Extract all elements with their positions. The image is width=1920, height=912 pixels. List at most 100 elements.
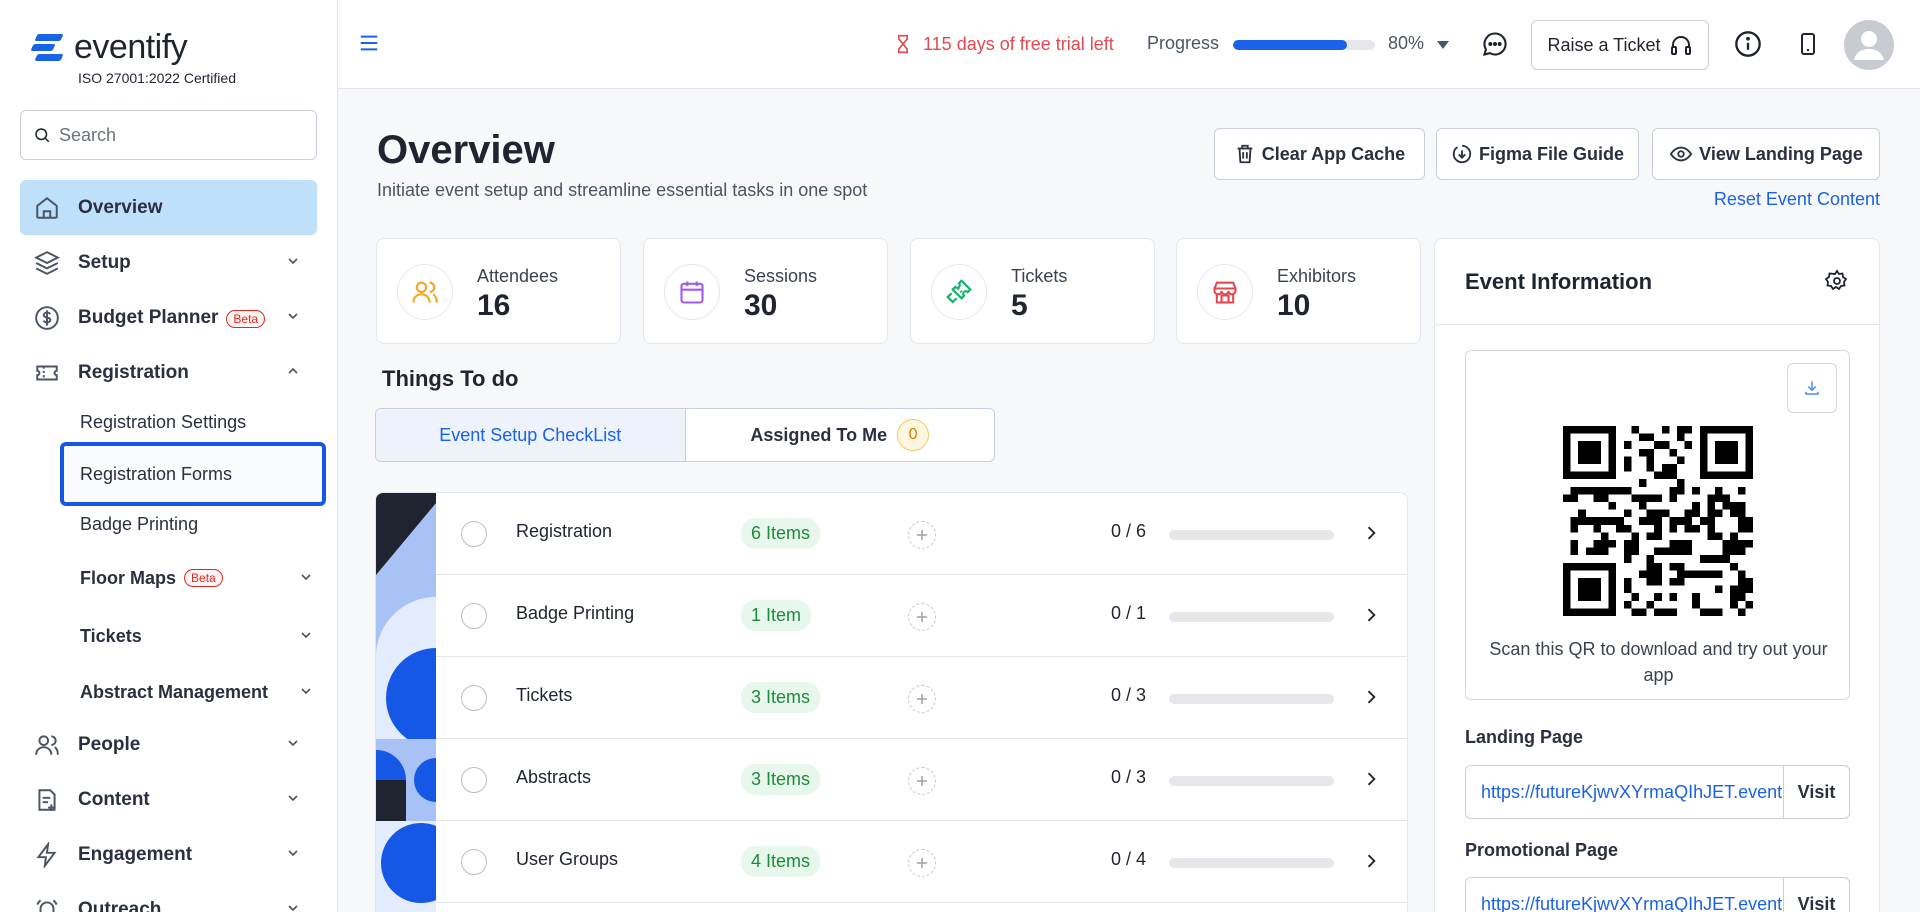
- checkbox-circle[interactable]: [461, 685, 487, 711]
- stat-card-exhibitors[interactable]: Exhibitors 10: [1176, 238, 1421, 344]
- divider: [1435, 324, 1879, 325]
- sidebar-item-overview[interactable]: Overview: [20, 180, 317, 235]
- caret-down-icon[interactable]: [1436, 40, 1450, 50]
- tab-event-setup-checklist[interactable]: Event Setup CheckList: [376, 409, 686, 461]
- chevron-right-icon[interactable]: [1361, 523, 1381, 543]
- chevron-right-icon[interactable]: [1361, 605, 1381, 625]
- sidebar-item-budget-planner[interactable]: Budget Planner Beta: [20, 290, 317, 345]
- items-badge: 4 Items: [741, 846, 821, 877]
- download-qr-button[interactable]: [1787, 363, 1837, 413]
- item-progress-bar: [1169, 776, 1334, 786]
- qr-code-image: [1563, 426, 1753, 616]
- download-icon: [1805, 381, 1819, 395]
- checklist-item-name: Tickets: [516, 685, 573, 705]
- assigned-count-badge: 0: [897, 419, 930, 451]
- stat-value: 30: [744, 289, 778, 322]
- download-circle-icon: [1452, 144, 1472, 164]
- landing-page-url[interactable]: https://futureKjwvXYrmaQIhJET.eventify.i…: [1481, 781, 1783, 802]
- sidebar-item-outreach[interactable]: Outreach: [20, 882, 317, 912]
- menu-icon[interactable]: [358, 32, 380, 54]
- promotional-page-url[interactable]: https://futureKjwvXYrmaQIhJET.eventify.i…: [1481, 893, 1783, 912]
- layers-icon: [32, 248, 62, 278]
- sidebar-subitem-registration-forms[interactable]: Registration Forms: [60, 442, 326, 506]
- add-assignee-icon[interactable]: [908, 521, 936, 549]
- checklist-row-tickets[interactable]: Tickets 3 Items 0 / 3: [436, 657, 1407, 739]
- stat-card-attendees[interactable]: Attendees 16: [376, 238, 621, 344]
- search-box[interactable]: [20, 110, 317, 160]
- brand-logo[interactable]: eventify: [30, 28, 188, 67]
- add-assignee-icon[interactable]: [908, 685, 936, 713]
- chevron-right-icon[interactable]: [1361, 687, 1381, 707]
- search-input[interactable]: [59, 124, 299, 146]
- checkbox-circle[interactable]: [461, 767, 487, 793]
- eye-icon: [1670, 146, 1693, 162]
- beta-badge: Beta: [184, 569, 223, 587]
- sidebar-item-label: Abstract Management: [80, 681, 269, 702]
- sidebar-subitem-abstract-management[interactable]: Abstract Management: [60, 667, 326, 717]
- checklist-row-badge-printing[interactable]: Badge Printing 1 Item 0 / 1: [436, 575, 1407, 657]
- gear-icon[interactable]: [1825, 269, 1849, 293]
- add-assignee-icon[interactable]: [908, 849, 936, 877]
- qr-card: Scan this QR to download and try out you…: [1465, 350, 1850, 700]
- chevron-right-icon[interactable]: [1361, 851, 1381, 871]
- mobile-icon[interactable]: [1796, 30, 1820, 58]
- sidebar-item-content[interactable]: Content: [20, 772, 317, 827]
- chevron-down-icon: [301, 632, 311, 639]
- checklist-item-name: User Groups: [516, 849, 619, 869]
- dollar-icon: [32, 303, 62, 333]
- add-assignee-icon[interactable]: [908, 603, 936, 631]
- reset-event-content-link[interactable]: Reset Event Content: [1713, 189, 1880, 209]
- ticket-outline-icon: [32, 358, 62, 388]
- checklist-row-user-groups[interactable]: User Groups 4 Items 0 / 4: [436, 821, 1407, 903]
- chevron-right-icon[interactable]: [1361, 769, 1381, 789]
- tab-label: Assigned To Me: [750, 424, 888, 445]
- item-progress-bar: [1169, 612, 1334, 622]
- visit-promotional-button[interactable]: Visit: [1783, 878, 1849, 912]
- sidebar-item-label: Setup: [78, 251, 131, 273]
- raise-ticket-button[interactable]: Raise a Ticket: [1531, 20, 1709, 70]
- user-icon: [32, 730, 62, 760]
- sidebar-subitem-registration-settings[interactable]: Registration Settings: [80, 411, 247, 432]
- sidebar-item-engagement[interactable]: Engagement: [20, 827, 317, 882]
- stat-value: 16: [477, 289, 511, 322]
- checkbox-circle[interactable]: [461, 521, 487, 547]
- checkbox-circle[interactable]: [461, 849, 487, 875]
- button-label: Figma File Guide: [1478, 143, 1625, 164]
- clear-app-cache-button[interactable]: Clear App Cache: [1214, 128, 1425, 180]
- avatar[interactable]: [1844, 20, 1894, 70]
- sidebar-subitem-floor-maps[interactable]: Floor Maps Beta: [60, 553, 326, 603]
- sidebar-subitem-tickets[interactable]: Tickets: [60, 611, 326, 661]
- chevron-down-icon: [301, 574, 311, 581]
- items-badge: 6 Items: [741, 518, 821, 549]
- calendar-icon: [664, 264, 720, 320]
- figma-file-guide-button[interactable]: Figma File Guide: [1436, 128, 1639, 180]
- checkbox-circle[interactable]: [461, 603, 487, 629]
- chevron-up-icon: [288, 367, 298, 374]
- sidebar-item-label: Content: [78, 788, 150, 810]
- chat-icon[interactable]: [1481, 30, 1509, 58]
- completion-count: 0 / 6: [1110, 521, 1146, 541]
- sidebar-item-registration[interactable]: Registration: [20, 345, 317, 400]
- view-landing-page-button[interactable]: View Landing Page: [1652, 128, 1880, 180]
- visit-landing-button[interactable]: Visit: [1783, 766, 1849, 818]
- info-icon[interactable]: [1734, 30, 1762, 58]
- stat-card-tickets[interactable]: Tickets 5: [910, 238, 1155, 344]
- eventify-logo-icon: [30, 32, 66, 64]
- trial-text: 115 days of free trial left: [923, 33, 1114, 54]
- chevron-down-icon: [288, 740, 298, 747]
- checklist-row-registration[interactable]: Registration 6 Items 0 / 6: [436, 493, 1407, 575]
- checklist-row-abstracts[interactable]: Abstracts 3 Items 0 / 3: [436, 739, 1407, 821]
- sidebar-item-people[interactable]: People: [20, 717, 317, 772]
- chevron-down-icon: [288, 850, 298, 857]
- sidebar-item-setup[interactable]: Setup: [20, 235, 317, 290]
- item-progress-bar: [1169, 530, 1334, 540]
- headset-icon: [1670, 36, 1691, 55]
- button-label: Clear App Cache: [1261, 143, 1406, 164]
- stat-card-sessions[interactable]: Sessions 30: [643, 238, 888, 344]
- top-bar: 115 days of free trial left Progress 80%…: [338, 0, 1920, 89]
- document-icon: [32, 785, 62, 815]
- add-assignee-icon[interactable]: [908, 767, 936, 795]
- stat-label: Sessions: [744, 266, 818, 286]
- sidebar-subitem-badge-printing[interactable]: Badge Printing: [80, 513, 199, 534]
- tab-assigned-to-me[interactable]: Assigned To Me 0: [686, 409, 995, 461]
